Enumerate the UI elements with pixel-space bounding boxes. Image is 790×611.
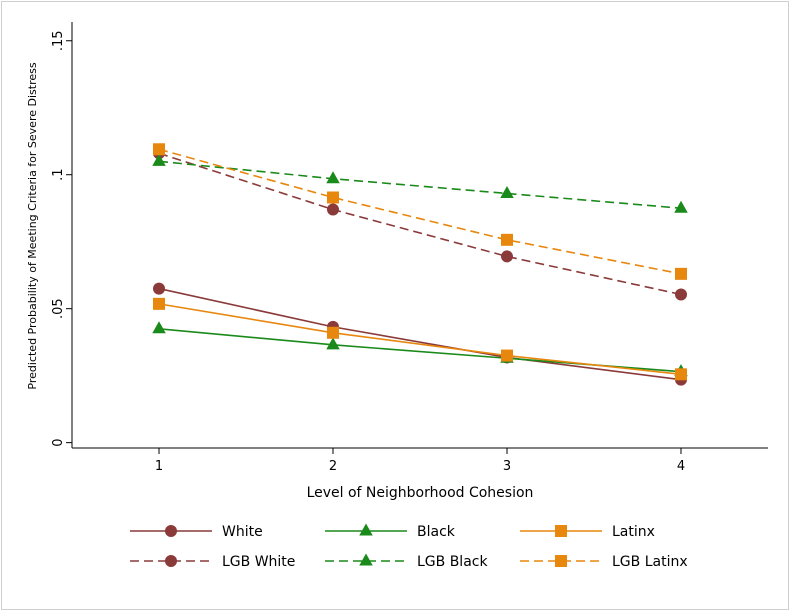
data-point-latinx bbox=[501, 349, 513, 362]
data-point-latinx bbox=[153, 297, 165, 310]
data-point-lgb-latinx bbox=[675, 267, 687, 280]
series-line-white bbox=[158, 287, 682, 381]
x-tick-label: 3 bbox=[503, 459, 511, 474]
data-point-lgb-white bbox=[327, 203, 339, 216]
legend-marker bbox=[555, 555, 567, 567]
legend-label: LGB Latinx bbox=[612, 554, 688, 570]
legend-item-latinx: Latinx bbox=[520, 524, 655, 540]
data-point-lgb-latinx bbox=[501, 233, 513, 246]
x-tick-label: 1 bbox=[155, 459, 163, 474]
data-point-lgb-white bbox=[675, 288, 687, 301]
plot-area: 0 .05 .1 .15 1 2 3 4 bbox=[51, 22, 768, 474]
series-lgb-black bbox=[152, 153, 688, 213]
series-line-lgb-latinx bbox=[158, 148, 682, 275]
series-line-lgb-white bbox=[158, 152, 682, 296]
data-point-lgb-black bbox=[674, 200, 688, 213]
data-point-lgb-black bbox=[326, 171, 340, 184]
legend-marker bbox=[165, 525, 177, 537]
legend-label: White bbox=[222, 524, 263, 540]
data-point-latinx bbox=[327, 326, 339, 339]
series-lgb-latinx bbox=[153, 143, 687, 280]
legend-item-lgb-latinx: LGB Latinx bbox=[520, 554, 688, 570]
data-point-lgb-latinx bbox=[327, 191, 339, 204]
data-point-white bbox=[153, 282, 165, 295]
data-point-black bbox=[326, 337, 340, 350]
y-tick-label: 0 bbox=[51, 439, 66, 447]
legend-label: Black bbox=[417, 524, 456, 540]
legend-label: Latinx bbox=[612, 524, 655, 540]
y-axis-ticks: 0 .05 .1 .15 bbox=[51, 30, 72, 447]
series-latinx bbox=[153, 297, 687, 381]
legend: White Black Latinx LGB White LGB Black LGB La… bbox=[130, 523, 688, 570]
legend-marker bbox=[359, 523, 373, 536]
legend-item-lgb-black: LGB Black bbox=[325, 553, 488, 570]
series-line-lgb-black bbox=[158, 160, 682, 210]
data-point-latinx bbox=[675, 368, 687, 381]
series-line-latinx bbox=[158, 303, 682, 376]
legend-marker bbox=[359, 553, 373, 566]
legend-item-black: Black bbox=[325, 523, 456, 540]
data-point-lgb-white bbox=[501, 250, 513, 263]
legend-item-white: White bbox=[130, 524, 263, 540]
y-axis-label: Predicted Probability of Meeting Criteri… bbox=[26, 62, 39, 389]
y-tick-label: .05 bbox=[51, 298, 66, 319]
legend-marker bbox=[555, 525, 567, 537]
x-axis-label: Level of Neighborhood Cohesion bbox=[307, 485, 534, 501]
legend-label: LGB White bbox=[222, 554, 295, 570]
data-point-lgb-black bbox=[500, 185, 514, 198]
x-tick-label: 4 bbox=[677, 459, 685, 474]
x-tick-label: 2 bbox=[329, 459, 337, 474]
data-point-lgb-black bbox=[152, 153, 166, 166]
series-lgb-white bbox=[153, 147, 687, 301]
series-layer bbox=[152, 143, 688, 386]
legend-marker bbox=[165, 555, 177, 567]
legend-label: LGB Black bbox=[417, 554, 488, 570]
x-axis-ticks: 1 2 3 4 bbox=[155, 448, 685, 474]
legend-item-lgb-white: LGB White bbox=[130, 554, 295, 570]
y-tick-label: .15 bbox=[51, 30, 66, 51]
data-point-lgb-latinx bbox=[153, 143, 165, 156]
data-point-black bbox=[152, 321, 166, 334]
y-tick-label: .1 bbox=[51, 169, 66, 181]
